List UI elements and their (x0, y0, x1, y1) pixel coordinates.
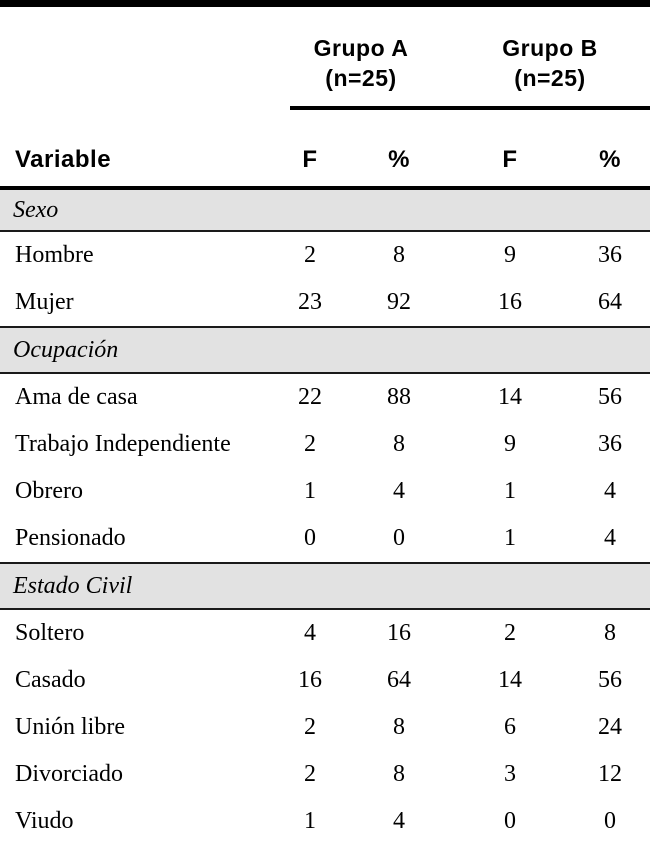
row-value-b-f: 16 (498, 289, 522, 315)
row-value-b-pct: 64 (598, 289, 622, 315)
row-label: Ama de casa (15, 384, 138, 410)
row-value-a-pct: 88 (387, 384, 411, 410)
group-a-name: Grupo A (313, 35, 409, 61)
table-group-header-row: Grupo A (n=25) Grupo B (n=25) (0, 7, 650, 110)
row-value-a-pct: 4 (393, 808, 405, 834)
row-value-b-pct: 8 (604, 620, 616, 646)
group-header-spacer (0, 7, 272, 110)
row-value-b-pct: 4 (604, 525, 616, 551)
group-b-n: (n=25) (514, 65, 586, 91)
table-row-obrero: Obrero 1 4 1 4 (0, 468, 650, 515)
row-value-b-pct: 4 (604, 478, 616, 504)
group-b-name: Grupo B (502, 35, 598, 61)
table-row-casado: Casado 16 64 14 56 (0, 657, 650, 704)
row-value-a-f: 2 (304, 431, 316, 457)
table-row-divorciado: Divorciado 2 8 3 12 (0, 751, 650, 798)
row-label: Casado (15, 667, 86, 693)
row-value-b-pct: 12 (598, 761, 622, 787)
row-value-b-pct: 56 (598, 667, 622, 693)
row-value-a-pct: 8 (393, 431, 405, 457)
row-label: Trabajo Independiente (15, 431, 231, 457)
row-label: Viudo (15, 808, 74, 834)
section-band-ocupacion: Ocupación (0, 326, 650, 374)
row-value-b-f: 1 (504, 525, 516, 551)
row-label: Divorciado (15, 761, 123, 787)
row-value-b-f: 2 (504, 620, 516, 646)
row-value-a-f: 1 (304, 478, 316, 504)
group-b-f-header: F (502, 146, 518, 173)
group-a-n: (n=25) (325, 65, 397, 91)
row-label: Unión libre (15, 714, 125, 740)
group-header-rule (290, 106, 650, 110)
table-row-viudo: Viudo 1 4 0 0 (0, 798, 650, 845)
table-row-pensionado: Pensionado 0 0 1 4 (0, 515, 650, 562)
row-value-b-pct: 0 (604, 808, 616, 834)
row-value-a-f: 23 (298, 289, 322, 315)
section-band-estado-civil: Estado Civil (0, 562, 650, 610)
table-row-soltero: Soltero 4 16 2 8 (0, 610, 650, 657)
row-value-a-pct: 4 (393, 478, 405, 504)
group-b-pct-header: % (599, 146, 621, 173)
section-band-sexo: Sexo (0, 186, 650, 232)
row-label: Mujer (15, 289, 74, 315)
row-value-a-f: 22 (298, 384, 322, 410)
row-value-a-pct: 8 (393, 714, 405, 740)
row-value-b-f: 9 (504, 242, 516, 268)
row-value-b-f: 3 (504, 761, 516, 787)
row-value-a-pct: 8 (393, 761, 405, 787)
row-value-a-f: 16 (298, 667, 322, 693)
variable-column-header: Variable (15, 146, 112, 173)
table-body: Sexo Hombre 2 8 9 36 Mujer 23 92 16 64 Ocupación Ama… (0, 186, 650, 845)
table-row-union-libre: Unión libre 2 8 6 24 (0, 704, 650, 751)
row-value-a-f: 4 (304, 620, 316, 646)
row-label: Hombre (15, 242, 94, 268)
row-value-a-pct: 0 (393, 525, 405, 551)
row-value-a-f: 0 (304, 525, 316, 551)
row-label: Pensionado (15, 525, 126, 551)
row-value-b-f: 0 (504, 808, 516, 834)
row-value-b-f: 6 (504, 714, 516, 740)
table-column-header-row: Variable F % F % (0, 110, 650, 186)
row-value-b-f: 9 (504, 431, 516, 457)
row-value-b-pct: 36 (598, 242, 622, 268)
group-a-f-header: F (302, 146, 318, 173)
table-row-trabajo-independiente: Trabajo Independiente 2 8 9 36 (0, 421, 650, 468)
row-value-a-f: 1 (304, 808, 316, 834)
row-value-b-f: 14 (498, 667, 522, 693)
row-label: Obrero (15, 478, 83, 504)
row-value-b-f: 1 (504, 478, 516, 504)
group-a-header: Grupo A (n=25) (272, 7, 450, 110)
row-value-a-pct: 64 (387, 667, 411, 693)
row-value-a-pct: 16 (387, 620, 411, 646)
row-value-a-pct: 92 (387, 289, 411, 315)
table-row-ama-de-casa: Ama de casa 22 88 14 56 (0, 374, 650, 421)
group-a-pct-header: % (388, 146, 410, 173)
row-value-b-pct: 24 (598, 714, 622, 740)
row-value-b-pct: 56 (598, 384, 622, 410)
row-label: Soltero (15, 620, 85, 646)
row-value-a-f: 2 (304, 714, 316, 740)
row-value-a-f: 2 (304, 242, 316, 268)
row-value-b-f: 14 (498, 384, 522, 410)
table-row-mujer: Mujer 23 92 16 64 (0, 279, 650, 326)
table-row-hombre: Hombre 2 8 9 36 (0, 232, 650, 279)
row-value-a-pct: 8 (393, 242, 405, 268)
row-value-b-pct: 36 (598, 431, 622, 457)
group-b-header: Grupo B (n=25) (450, 7, 650, 110)
row-value-a-f: 2 (304, 761, 316, 787)
